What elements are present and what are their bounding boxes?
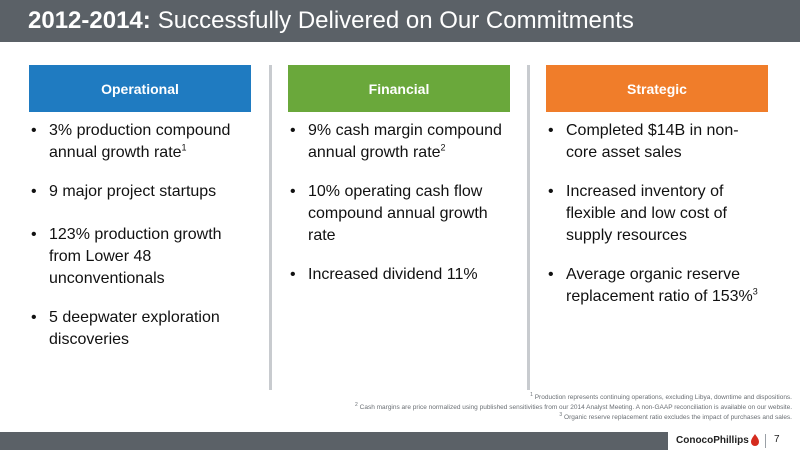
list-item: 3% production compound annual growth rat…	[29, 120, 251, 164]
operational-header: Operational	[29, 65, 251, 112]
bullet-text: 5 deepwater exploration discoveries	[49, 309, 220, 348]
bullet-text: 123% production growth from Lower 48 unc…	[49, 226, 222, 287]
operational-list: 3% production compound annual growth rat…	[29, 120, 251, 368]
list-item: Increased dividend 11%	[288, 264, 510, 286]
list-item: Increased inventory of flexible and low …	[546, 181, 768, 247]
footnote: 3 Organic reserve replacement ratio excl…	[232, 411, 792, 423]
financial-header: Financial	[288, 65, 510, 112]
footnote-text: Cash margins are price normalized using …	[359, 404, 792, 411]
footnote-ref: 3	[752, 286, 758, 297]
list-item: 9% cash margin compound annual growth ra…	[288, 120, 510, 164]
list-item: Completed $14B in non-core asset sales	[546, 120, 768, 164]
bullet-text: 3% production compound annual growth rat…	[49, 122, 231, 161]
title-text: Successfully Delivered on Our Commitment…	[157, 7, 634, 34]
list-item: Average organic reserve replacement rati…	[546, 264, 768, 308]
list-item: 9 major project startups	[29, 181, 251, 203]
footnotes: 1 Production represents continuing opera…	[232, 391, 792, 423]
conocophillips-logo-icon	[750, 434, 759, 446]
list-item: 10% operating cash flow compound annual …	[288, 181, 510, 247]
bullet-text: Completed $14B in non-core asset sales	[566, 122, 739, 161]
page-number-divider	[765, 434, 766, 448]
footnote-ref: 2	[440, 142, 446, 153]
footnote: 1 Production represents continuing opera…	[232, 391, 792, 403]
bullet-text: Increased inventory of flexible and low …	[566, 183, 727, 244]
financial-list: 9% cash margin compound annual growth ra…	[288, 120, 510, 303]
company-logo: ConocoPhillips	[676, 430, 760, 450]
column-divider	[269, 65, 272, 390]
footnote-number: 1	[530, 391, 533, 398]
bullet-text: 10% operating cash flow compound annual …	[308, 183, 488, 244]
logo-text: ConocoPhillips	[676, 434, 749, 446]
bullet-text: Increased dividend 11%	[308, 266, 478, 283]
bullet-text: 9 major project startups	[49, 183, 217, 200]
footnote-number: 2	[355, 401, 358, 408]
column-divider	[527, 65, 530, 390]
bullet-text: 9% cash margin compound annual growth ra…	[308, 122, 502, 161]
strategic-header: Strategic	[546, 65, 768, 112]
footnote-number: 3	[559, 411, 563, 418]
strategic-list: Completed $14B in non-core asset sales I…	[546, 120, 768, 325]
title-year-range: 2012-2014:	[28, 7, 151, 34]
list-item: 5 deepwater exploration discoveries	[29, 307, 251, 351]
list-item: 123% production growth from Lower 48 unc…	[29, 224, 251, 290]
page-number: 7	[774, 434, 780, 445]
bullet-text: Average organic reserve replacement rati…	[566, 266, 753, 305]
footer-bar	[0, 432, 668, 450]
footnote: 2 Cash margins are price normalized usin…	[232, 401, 792, 413]
slide-title: 2012-2014: Successfully Delivered on Our…	[0, 0, 800, 42]
footnote-ref: 1	[181, 142, 187, 153]
footnote-text: Production represents continuing operati…	[534, 394, 792, 401]
footnote-text: Organic reserve replacement ratio exclud…	[564, 414, 792, 421]
